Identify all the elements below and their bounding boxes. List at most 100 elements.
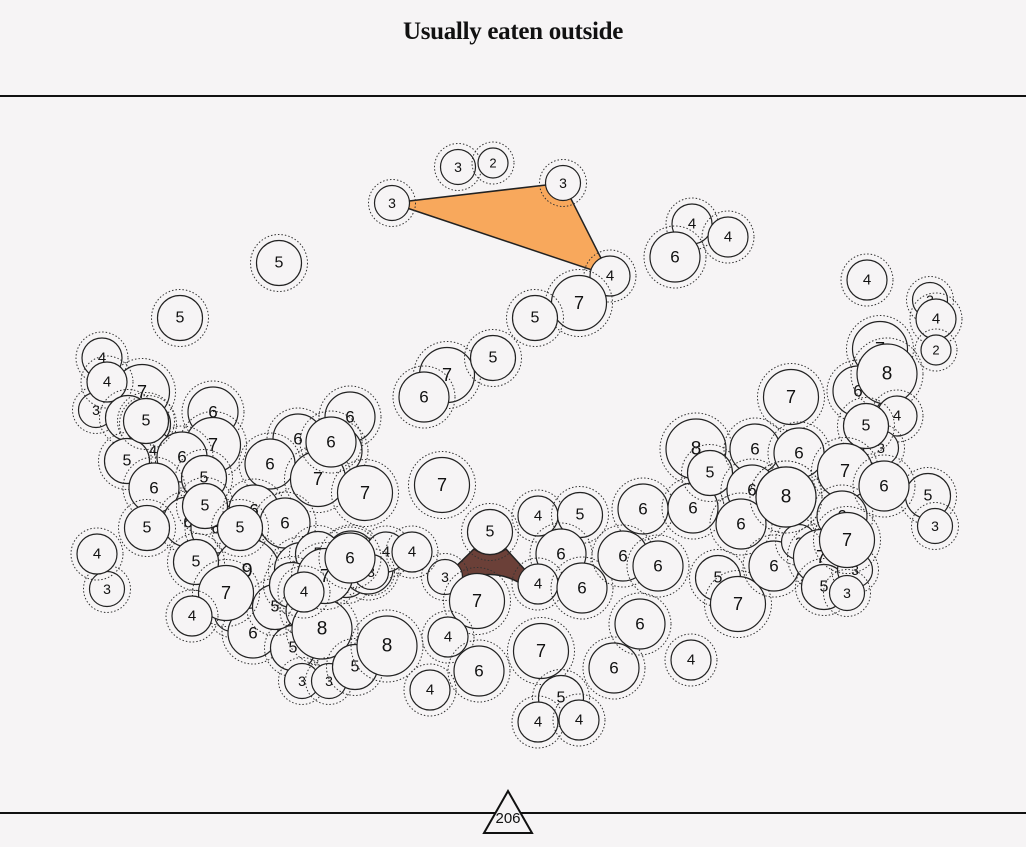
node-circle [122, 397, 170, 445]
node-halo [911, 502, 959, 550]
node: 4 [421, 610, 475, 664]
node-label: 6 [853, 382, 862, 401]
node-label: 4 [300, 584, 308, 601]
node-halo [852, 454, 916, 518]
node-circle [197, 564, 255, 622]
node-label: 5 [123, 453, 132, 470]
node-label: 6 [638, 500, 647, 519]
node-label: 5 [142, 413, 151, 430]
node-circle [709, 575, 767, 633]
node-label: 5 [201, 498, 210, 515]
node-halo [831, 546, 879, 594]
node-circle [427, 616, 469, 658]
node-label: 4 [534, 714, 542, 731]
node-label: 5 [176, 310, 185, 327]
node-halo [810, 484, 874, 548]
node: 2 [914, 328, 958, 372]
node-label: 6 [345, 549, 354, 568]
node-label: 6 [736, 515, 745, 534]
node-halo [80, 355, 134, 409]
node-halo [857, 424, 905, 472]
node-label: 6 [609, 659, 618, 678]
node-label: 4 [863, 272, 871, 289]
node-circle [916, 507, 954, 545]
node-halo [823, 569, 871, 617]
node-label: 7 [442, 365, 452, 385]
node-label: 4 [687, 652, 695, 669]
node-circle [336, 464, 394, 522]
node: 2 [471, 141, 515, 185]
node-circle [858, 460, 910, 512]
node-label: 4 [426, 682, 434, 699]
node: 4 [165, 589, 219, 643]
node-label: 2 [489, 156, 496, 171]
node-halo [471, 141, 515, 185]
node-label: 6 [618, 547, 627, 566]
node-circle [171, 595, 213, 637]
node-circle [373, 184, 411, 222]
node-label: 5 [289, 640, 298, 657]
node-label: 5 [576, 507, 585, 524]
node-label: 5 [192, 554, 201, 571]
node-label: 7 [137, 382, 147, 402]
node-label: 6 [556, 545, 565, 564]
node-label: 4 [534, 576, 542, 593]
node: 5 [464, 329, 522, 387]
node-halo [507, 617, 575, 685]
node-halo [551, 486, 609, 544]
node-circle [556, 562, 608, 614]
node: 3 [434, 143, 482, 191]
node-circle [558, 699, 600, 741]
node: 5 [151, 289, 209, 347]
node-halo [837, 397, 895, 455]
node-label: 4 [724, 229, 732, 246]
node-circle [762, 368, 820, 426]
node-label: 6 [577, 579, 586, 598]
node-label: 4 [575, 712, 583, 729]
node-label: 7 [437, 475, 447, 495]
node-circle [715, 498, 767, 550]
node: 5 [176, 477, 234, 535]
node-label: 6 [474, 662, 483, 681]
node: 5 [551, 486, 609, 544]
node-label: 3 [388, 195, 396, 211]
node-halo [122, 456, 186, 520]
node-label: 3 [298, 673, 306, 689]
node-halo [701, 210, 755, 264]
node: 6 [626, 534, 690, 598]
node-label: 6 [688, 499, 697, 518]
node-halo [192, 559, 260, 627]
node: 6 [582, 636, 646, 700]
node-label: 9 [241, 560, 252, 582]
node-circle [755, 466, 817, 528]
node-label: 6 [248, 624, 257, 643]
node-label: 6 [794, 444, 803, 463]
node-label: 3 [843, 585, 851, 601]
node-label: 5 [714, 570, 723, 587]
node-halo [350, 609, 424, 683]
highlighted-cluster-orange [391, 182, 612, 278]
node-halo [506, 289, 564, 347]
node-halo [447, 639, 511, 703]
node-circle [818, 511, 876, 569]
node-halo [151, 289, 209, 347]
node-circle [828, 574, 866, 612]
node-circle [670, 639, 712, 681]
node-halo [368, 179, 416, 227]
node: 3 [823, 569, 871, 617]
node-halo [253, 491, 317, 555]
node-label: 5 [275, 255, 284, 272]
node-label: 5 [531, 310, 540, 327]
node-label: 4 [606, 268, 614, 285]
node-label: 7 [786, 387, 796, 407]
node-circle [76, 533, 118, 575]
node-halo [250, 234, 308, 292]
node: 4 [385, 525, 439, 579]
node-label: 4 [444, 629, 452, 646]
node: 6 [318, 526, 382, 590]
node-halo [347, 548, 395, 596]
node: 5 [118, 499, 176, 557]
node: 6 [299, 410, 363, 474]
node: 7 [507, 617, 575, 685]
node-label: 7 [360, 483, 370, 503]
